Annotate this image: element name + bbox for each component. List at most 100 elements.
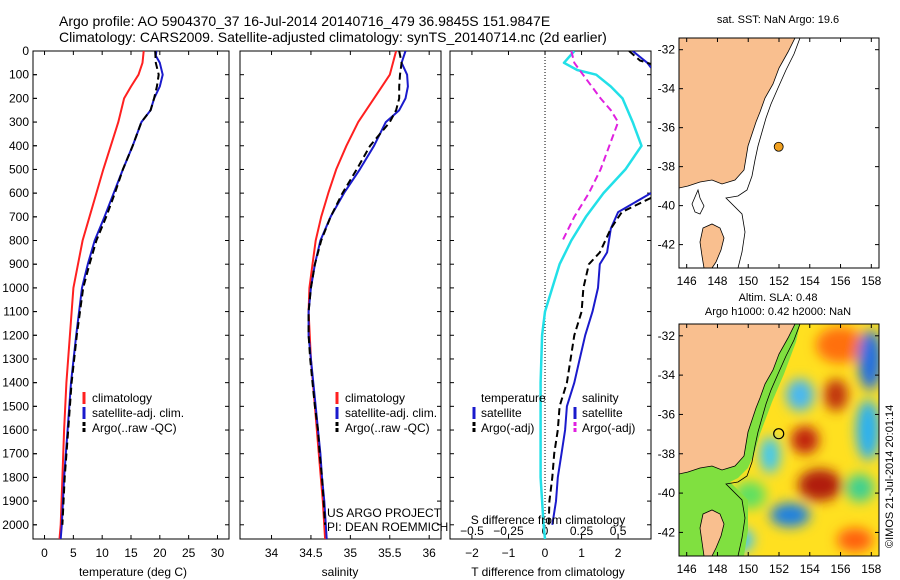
legend-climatology-label: climatology [345, 391, 405, 405]
series-line-argo [307, 51, 403, 525]
lon-tick-label: 150 [738, 562, 758, 576]
bass-strait-islands [691, 188, 705, 215]
depth-tick-label: 0 [22, 44, 29, 58]
lon-tick-label: 156 [831, 274, 851, 288]
sla-map-title-1: Altim. SLA: 0.48 [739, 292, 818, 304]
header-line-1: Argo profile: AO 5904370_37 16-Jul-2014 … [59, 13, 550, 29]
s-tick-label: 0.5 [610, 524, 627, 538]
x-tick-label: −2 [465, 546, 479, 560]
lat-tick-label: -42 [658, 525, 676, 539]
lat-tick-label: -38 [658, 447, 676, 461]
lon-tick-label: 146 [677, 562, 697, 576]
sst-lon-axis: 146 148 150 152 154 156 158 [677, 38, 882, 288]
depth-tick-label: 1300 [2, 352, 29, 366]
depth-tick-label: 400 [9, 139, 29, 153]
depth-tick-label: 100 [9, 68, 29, 82]
isobath-1000m [725, 324, 801, 556]
depth-tick-label: 1200 [2, 328, 29, 342]
sla-warm-eddy [824, 379, 848, 411]
x-tick-label: 25 [182, 546, 196, 560]
lat-tick-label: -34 [658, 368, 676, 382]
depth-tick-label: 1000 [2, 281, 29, 295]
sla-cold-eddy [770, 503, 810, 527]
depth-tick-label: 1400 [2, 376, 29, 390]
australia-landmass [679, 324, 796, 475]
depth-axis: 0 100 200 300 400 500 600 700 800 900 1000 1100 1200… [2, 44, 37, 532]
lon-tick-label: 150 [738, 274, 758, 288]
lon-tick-label: 154 [800, 562, 820, 576]
depth-tick-label: 1700 [2, 447, 29, 461]
depth-tick-label: 300 [9, 115, 29, 129]
series-line-s-satellite [539, 51, 643, 539]
legend-argo-label: Argo(..raw -QC) [345, 421, 430, 435]
australia-landmass [679, 38, 796, 189]
depth-tick-label: 800 [9, 234, 29, 248]
sst-map: sat. SST: NaN Argo: 19.6 -32 -34 -36 -38 -40… [658, 14, 882, 288]
sla-map-title-2: Argo h1000: 0.42 h2000: NaN [705, 306, 851, 318]
salinity-axes [239, 50, 442, 540]
legend-satellite-label: satellite-adj. clim. [92, 406, 184, 420]
lat-tick-label: -36 [658, 121, 676, 135]
x-tick-label: 15 [124, 546, 138, 560]
depth-tick-label: 1800 [2, 470, 29, 484]
project-annotation-2: PI: DEAN ROEMMICH [327, 520, 448, 534]
x-tick-label: 1 [578, 546, 585, 560]
lat-tick-label: -34 [658, 82, 676, 96]
sla-mixed [846, 474, 874, 502]
lon-tick-label: 148 [707, 562, 727, 576]
sla-warm-eddy [837, 528, 873, 552]
argo-float-marker [773, 141, 784, 152]
lat-tick-label: -32 [658, 329, 676, 343]
lon-tick-label: 158 [861, 274, 881, 288]
series-line-s-argo [561, 51, 620, 241]
x-tick-label: 30 [211, 546, 225, 560]
sla-cold-eddy [856, 400, 879, 460]
lat-tick-label: -40 [658, 199, 676, 213]
series-line-t-argo [628, 51, 651, 65]
depth-tick-label: 900 [9, 257, 29, 271]
series-line-t-argo-deep [547, 197, 651, 525]
depth-tick-label: 1100 [3, 305, 29, 319]
tasmania-landmass [699, 223, 725, 268]
header-line-2: Climatology: CARS2009. Satellite-adjuste… [59, 29, 607, 45]
sla-warm-eddy [791, 426, 819, 454]
sla-cold-eddy [858, 330, 879, 390]
imos-credit: ©IMOS 21-Jul-2014 20:01:14 [884, 405, 896, 548]
lat-tick-label: -40 [658, 486, 676, 500]
difference-xlabel: T difference from climatology [471, 565, 625, 579]
x-tick-label: 10 [95, 546, 109, 560]
lon-tick-label: 158 [861, 562, 881, 576]
legend-temperature-heading: temperature [481, 391, 546, 405]
x-tick-label: 2 [615, 546, 622, 560]
project-annotation-1: US ARGO PROJECT [327, 506, 442, 520]
x-tick-label: 35.5 [378, 546, 402, 560]
lat-tick-label: -36 [658, 407, 676, 421]
s-tick-label: 0.25 [570, 524, 594, 538]
x-tick-label: 20 [153, 546, 167, 560]
x-tick-label: 5 [70, 546, 77, 560]
depth-tick-label: 2000 [2, 518, 29, 532]
lat-tick-label: -38 [658, 160, 676, 174]
sla-warm-eddy [816, 327, 864, 363]
depth-tick-label: 1900 [2, 494, 29, 508]
s-tick-label: −0.25 [493, 524, 524, 538]
legend-s-argo-label: Argo(-adj) [582, 421, 635, 435]
lon-tick-label: 154 [800, 274, 820, 288]
x-tick-label: 35 [344, 546, 358, 560]
lat-tick-label: -32 [658, 43, 676, 57]
x-tick-label: 0 [41, 546, 48, 560]
s-tick-label: −0.5 [460, 524, 484, 538]
sla-cold-eddy [760, 437, 780, 473]
sla-lat-axis: -32 -34 -36 -38 -40 -42 [658, 329, 879, 539]
temperature-x-axis: 0 5 10 15 20 25 30 [33, 50, 229, 560]
series-line-climatology [58, 51, 145, 539]
legend-t-argo-label: Argo(-adj) [481, 421, 534, 435]
tasmania-landmass [699, 509, 725, 556]
legend-s-satellite-label: satellite [582, 406, 623, 420]
sst-lat-axis: -32 -34 -36 -38 -40 -42 [658, 43, 879, 252]
temperature-series [58, 51, 164, 539]
argo-float-marker [773, 428, 785, 440]
